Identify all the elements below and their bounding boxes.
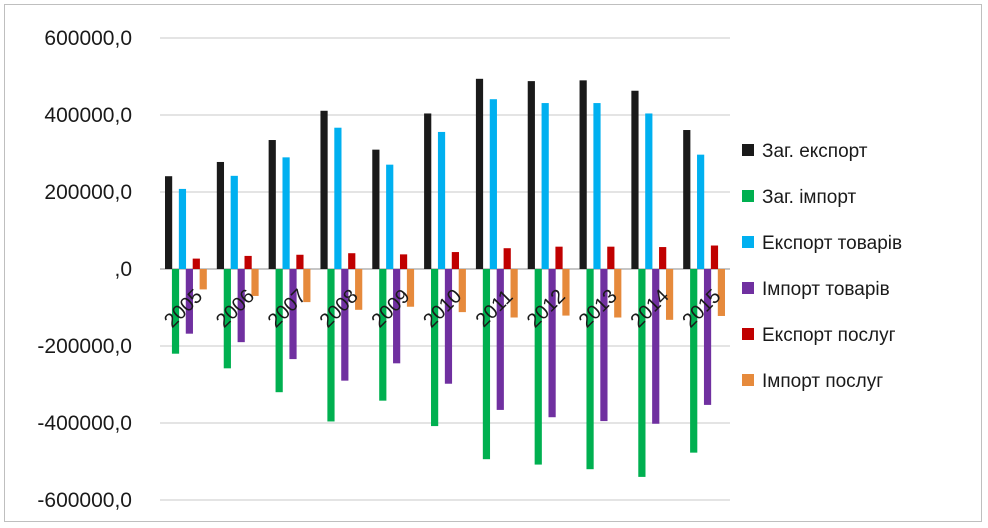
bar <box>185 269 193 334</box>
y-tick-label: -400000,0 <box>37 412 132 435</box>
bar <box>386 164 394 269</box>
y-axis-ticks: 600000,0 400000,0 200000,0 ,0 -200000,0 -4000… <box>37 27 132 512</box>
bar <box>458 269 466 313</box>
bar <box>579 80 587 269</box>
bar <box>697 154 705 269</box>
legend: Заг. експорт Заг. імпорт Експорт товарів Ім… <box>742 141 902 392</box>
bar <box>527 81 535 270</box>
legend-swatch <box>742 190 754 202</box>
bar <box>244 255 252 269</box>
bar <box>638 269 646 477</box>
bar <box>334 127 342 269</box>
y-tick-label: -200000,0 <box>37 335 132 358</box>
bar <box>171 269 180 354</box>
bar <box>534 269 542 465</box>
bar <box>614 269 622 318</box>
legend-label: Імпорт послуг <box>762 371 883 392</box>
bar <box>503 248 511 269</box>
legend-label: Імпорт товарів <box>762 279 890 300</box>
legend-swatch <box>742 144 754 156</box>
bar <box>275 269 283 393</box>
bar <box>451 252 459 269</box>
legend-label: Експорт послуг <box>762 325 896 346</box>
bar <box>199 269 207 290</box>
y-tick-label: 400000,0 <box>44 104 132 127</box>
bar <box>406 269 415 307</box>
y-tick-label: ,0 <box>114 258 132 281</box>
bar <box>645 113 653 270</box>
bar <box>607 246 615 269</box>
bar <box>372 149 380 269</box>
bar <box>475 78 484 269</box>
y-tick-label: 600000,0 <box>44 27 132 50</box>
bar <box>230 175 238 269</box>
legend-swatch <box>742 374 754 386</box>
bars <box>165 78 725 477</box>
bar <box>251 269 259 296</box>
bar <box>510 269 518 318</box>
bar <box>541 103 549 269</box>
bar <box>600 269 608 422</box>
bar <box>303 269 311 303</box>
bar <box>665 269 674 320</box>
legend-swatch <box>742 328 754 340</box>
bar <box>431 269 439 427</box>
bar <box>178 188 187 269</box>
bar <box>165 176 173 269</box>
bar <box>496 269 504 410</box>
bar <box>424 113 432 270</box>
bar <box>268 140 276 269</box>
bar <box>282 157 290 269</box>
bar <box>327 269 335 422</box>
bar <box>703 269 712 405</box>
bar <box>562 269 570 316</box>
bar <box>683 130 691 269</box>
y-tick-label: 200000,0 <box>44 181 132 204</box>
bar <box>192 258 200 269</box>
bar <box>355 269 363 310</box>
legend-label: Заг. імпорт <box>762 187 857 208</box>
legend-swatch <box>742 282 754 294</box>
bar <box>237 269 245 343</box>
bar <box>341 269 349 381</box>
bar <box>393 269 401 364</box>
bar <box>659 247 667 269</box>
bar <box>482 269 491 460</box>
bar <box>555 246 563 269</box>
bar <box>216 161 225 269</box>
bar <box>548 269 556 418</box>
bar <box>379 269 387 401</box>
bar <box>593 103 601 269</box>
bar <box>348 253 356 269</box>
bar <box>223 269 231 369</box>
bar <box>690 269 698 453</box>
bar <box>710 245 719 269</box>
bar <box>444 269 453 384</box>
bar <box>631 90 639 270</box>
bar <box>717 269 725 316</box>
bar <box>289 269 297 360</box>
bar <box>437 131 446 269</box>
y-tick-label: -600000,0 <box>37 489 132 512</box>
legend-label: Експорт товарів <box>762 233 902 254</box>
bar <box>399 254 408 269</box>
legend-label: Заг. експорт <box>762 141 868 162</box>
bar <box>489 99 497 269</box>
bar <box>320 110 328 269</box>
bar <box>586 269 594 470</box>
bar <box>296 254 304 269</box>
legend-swatch <box>742 236 754 248</box>
bar <box>652 269 660 424</box>
x-tick-label: 2005 <box>160 285 207 332</box>
